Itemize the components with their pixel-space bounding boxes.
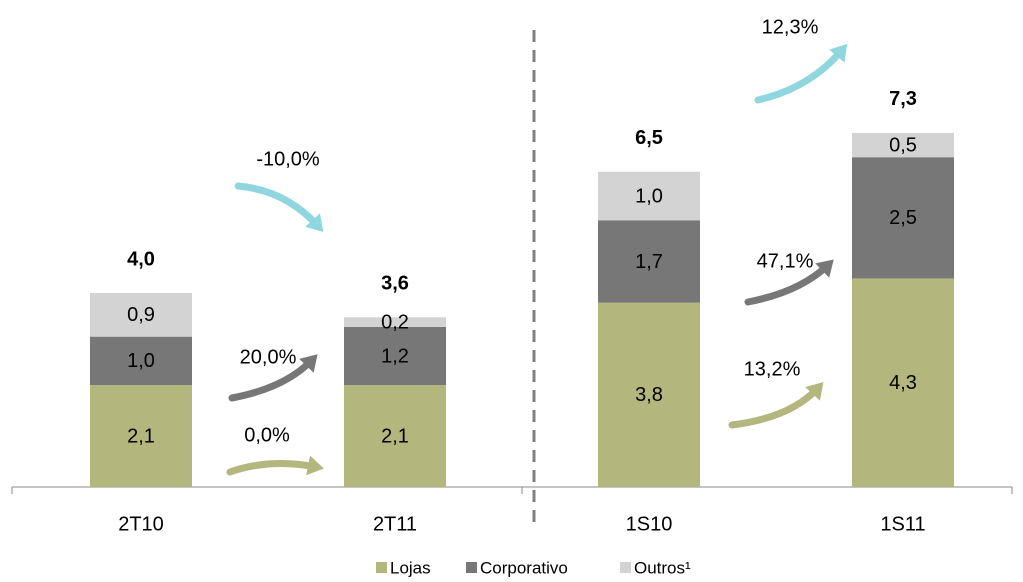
value-label: 0,9 [127, 304, 155, 326]
growth-arrow [226, 459, 320, 476]
growth-arrow [754, 46, 846, 104]
value-label: 2,1 [127, 425, 155, 447]
bar-segment [598, 302, 700, 487]
x-tick-label: 2T11 [373, 513, 417, 535]
bar-segment [90, 293, 192, 337]
growth-arrow [234, 182, 322, 230]
x-tick-label: 1S11 [880, 513, 925, 535]
arrow-head [829, 43, 848, 63]
total-label: 4,0 [127, 248, 155, 270]
value-label: 2,1 [381, 425, 409, 447]
growth-label: -10,0% [256, 148, 320, 170]
x-tick-label: 2T10 [118, 513, 164, 535]
bar-segment [852, 278, 954, 487]
arrow-head [305, 213, 324, 232]
legend-text: Corporativo [480, 558, 568, 577]
bar-segment [852, 132, 954, 158]
bar-segment [344, 317, 446, 327]
bar-segment [90, 336, 192, 386]
value-label: 1,7 [635, 251, 663, 273]
bar-segment [598, 220, 700, 303]
bar-segment [852, 157, 954, 279]
legend-swatch [376, 562, 387, 573]
arrow-head [815, 259, 834, 278]
growth-label: 13,2% [744, 358, 801, 380]
legend-text: Lojas [390, 558, 431, 577]
value-label: 0,2 [381, 311, 409, 333]
bar-segment [344, 326, 446, 386]
growth-label: 0,0% [244, 424, 290, 446]
bar-segment [598, 171, 700, 221]
value-label: 2,5 [889, 207, 917, 229]
value-label: 1,0 [127, 350, 155, 372]
x-tick-label: 1S10 [626, 513, 673, 535]
growth-label: 47,1% [757, 250, 814, 272]
total-label: 3,6 [381, 273, 409, 295]
arrow-head [805, 382, 824, 401]
value-label: 4,3 [889, 372, 917, 394]
growth-label: 12,3% [762, 16, 819, 38]
legend-text: Outros¹ [634, 558, 691, 577]
total-label: 6,5 [635, 127, 663, 149]
legend-swatch [466, 562, 477, 573]
growth-label: 20,0% [240, 346, 297, 368]
value-label: 0,5 [889, 134, 917, 156]
total-label: 7,3 [889, 88, 917, 110]
bar-segment [90, 385, 192, 487]
value-label: 3,8 [635, 384, 663, 406]
arrow-head [299, 354, 318, 373]
value-label: 1,0 [635, 185, 663, 207]
growth-arrow [728, 384, 822, 429]
value-label: 1,2 [381, 345, 409, 367]
legend-swatch [620, 562, 631, 573]
arrow-head [306, 455, 324, 476]
bar-segment [344, 385, 446, 487]
